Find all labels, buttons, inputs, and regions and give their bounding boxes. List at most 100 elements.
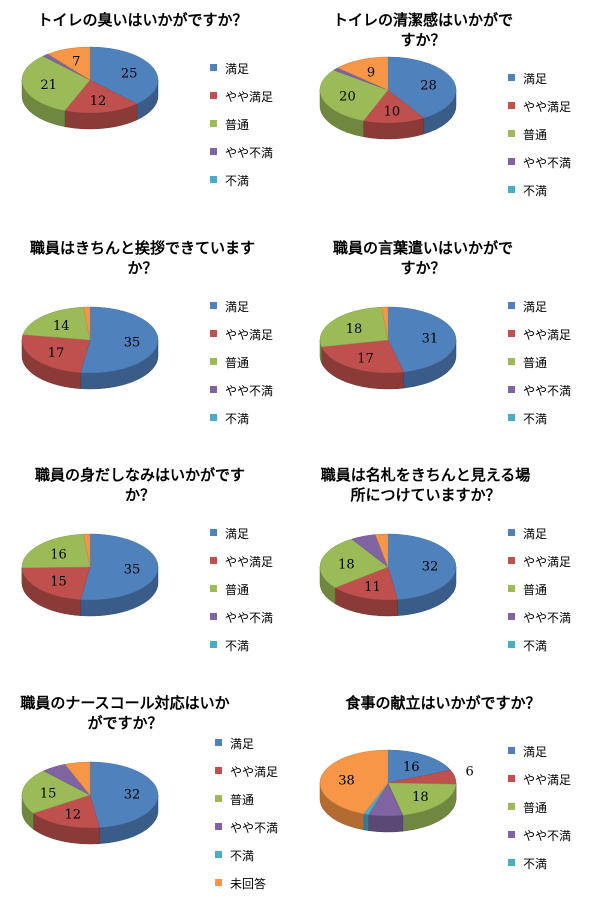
legend-item: 不満 — [508, 855, 571, 883]
legend-label: 満足 — [230, 735, 254, 752]
legend-item: やや満足 — [508, 771, 571, 799]
legend-item: やや満足 — [210, 553, 273, 581]
legend-swatch — [215, 823, 222, 830]
legend: 満足やや満足普通やや不満不満 — [508, 525, 571, 665]
data-label: 35 — [124, 335, 141, 350]
legend-label: やや満足 — [523, 771, 571, 788]
legend-item: 不満 — [508, 410, 571, 438]
data-label: 38 — [338, 773, 355, 788]
legend-swatch — [210, 148, 217, 155]
legend-item: 普通 — [210, 581, 273, 609]
data-label: 17 — [357, 351, 374, 366]
legend-label: やや満足 — [523, 98, 571, 115]
legend-swatch — [215, 851, 222, 858]
legend-label: 不満 — [225, 172, 249, 189]
legend-item: 普通 — [508, 126, 571, 154]
legend-swatch — [508, 529, 515, 536]
legend-swatch — [210, 641, 217, 648]
data-label: 10 — [384, 104, 401, 119]
legend-item: やや不満 — [210, 382, 273, 410]
legend-swatch — [210, 414, 217, 421]
legend-item: 満足 — [508, 525, 571, 553]
legend-label: やや満足 — [225, 553, 273, 570]
legend-item: 普通 — [210, 354, 273, 382]
data-label: 15 — [40, 787, 57, 802]
legend-item: やや不満 — [215, 819, 278, 847]
legend-item: やや不満 — [508, 382, 571, 410]
data-label: 18 — [338, 558, 355, 573]
legend-item: 満足 — [210, 60, 273, 88]
legend-label: 不満 — [225, 637, 249, 654]
legend-item: 不満 — [215, 847, 278, 875]
pie-slice-side — [368, 815, 402, 832]
legend: 満足やや満足普通やや不満不満 — [508, 70, 571, 210]
legend-label: やや不満 — [523, 609, 571, 626]
legend-label: 普通 — [523, 581, 547, 598]
legend-item: やや不満 — [210, 609, 273, 637]
legend-swatch — [215, 879, 222, 886]
chart-title: 職員のナースコール対応はいかがですか？ — [20, 693, 230, 733]
data-label: 7 — [72, 55, 80, 70]
legend-label: 不満 — [523, 182, 547, 199]
legend-label: やや不満 — [230, 819, 278, 836]
legend-swatch — [210, 92, 217, 99]
legend-swatch — [508, 747, 515, 754]
chart-title: 食事の献立はいかがですか？ — [318, 693, 568, 713]
legend-item: やや満足 — [508, 553, 571, 581]
legend-item: やや満足 — [210, 326, 273, 354]
legend-item: 満足 — [508, 743, 571, 771]
legend-swatch — [210, 557, 217, 564]
legend-label: 満足 — [225, 525, 249, 542]
legend-swatch — [508, 803, 515, 810]
legend-label: 普通 — [523, 354, 547, 371]
data-label: 20 — [339, 90, 356, 105]
legend-swatch — [508, 414, 515, 421]
legend: 満足やや満足普通やや不満不満未回答 — [215, 735, 278, 903]
chart-title: 職員はきちんと挨拶できていますか？ — [20, 238, 265, 278]
legend-swatch — [215, 795, 222, 802]
legend-label: 普通 — [230, 791, 254, 808]
data-label: 18 — [412, 790, 429, 805]
legend-item: やや不満 — [508, 154, 571, 182]
legend-label: やや不満 — [225, 144, 273, 161]
data-label: 28 — [420, 78, 437, 93]
chart-title: 職員の言葉遣いはいかがですか？ — [328, 238, 518, 278]
data-label: 31 — [422, 332, 439, 347]
legend-label: やや不満 — [523, 827, 571, 844]
legend-label: 未回答 — [230, 875, 266, 892]
legend-label: 満足 — [225, 298, 249, 315]
legend-label: やや不満 — [523, 382, 571, 399]
legend-item: 普通 — [210, 116, 273, 144]
legend-item: やや満足 — [215, 763, 278, 791]
data-label: 21 — [40, 78, 57, 93]
legend-label: 普通 — [523, 799, 547, 816]
legend-swatch — [508, 613, 515, 620]
legend-item: 満足 — [210, 298, 273, 326]
legend-label: 普通 — [225, 116, 249, 133]
legend-label: 普通 — [225, 354, 249, 371]
legend-item: 普通 — [215, 791, 278, 819]
legend-label: やや満足 — [523, 326, 571, 343]
chart-title: 職員は名札をきちんと見える場所につけていますか？ — [318, 465, 533, 505]
legend-label: やや満足 — [523, 553, 571, 570]
legend-label: 満足 — [523, 70, 547, 87]
data-label: 17 — [48, 346, 65, 361]
legend-label: やや満足 — [225, 88, 273, 105]
data-label: 9 — [367, 65, 375, 80]
data-label: 11 — [364, 580, 381, 595]
data-label: 12 — [64, 808, 81, 823]
legend-swatch — [210, 585, 217, 592]
data-label: 35 — [124, 562, 141, 577]
legend-swatch — [508, 831, 515, 838]
legend: 満足やや満足普通やや不満不満 — [508, 743, 571, 883]
